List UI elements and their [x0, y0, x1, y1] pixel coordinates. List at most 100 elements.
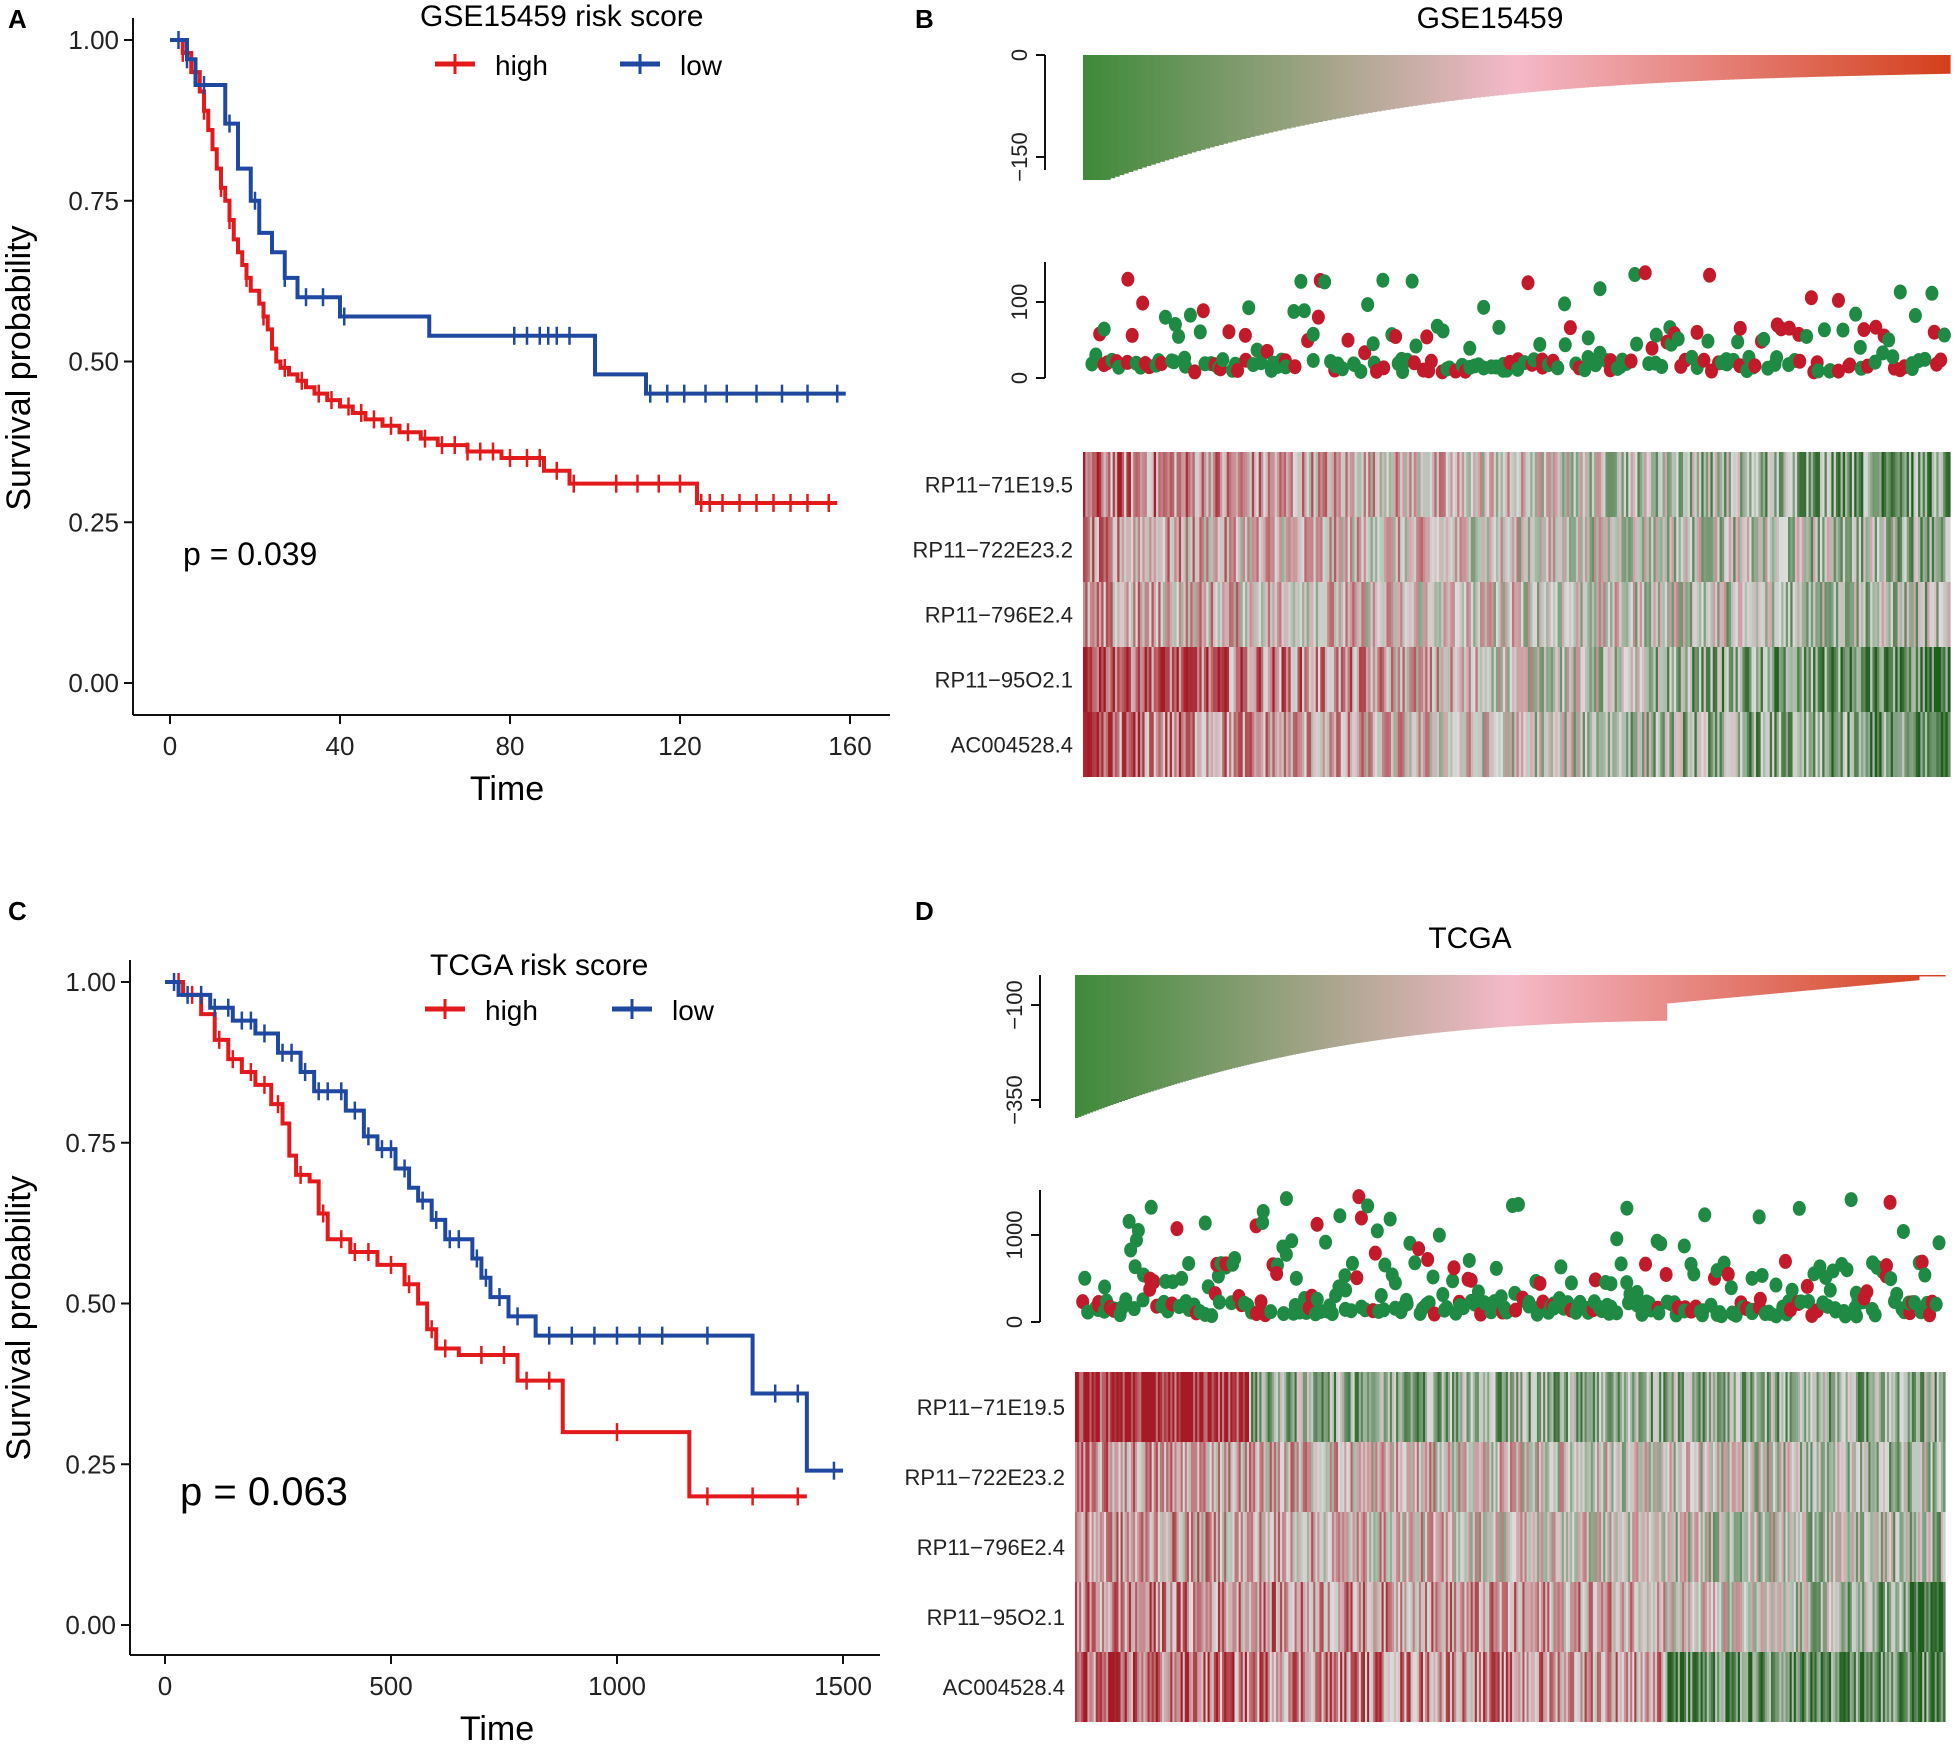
- heatmap-cell-b: [1826, 712, 1830, 777]
- heatmap-cell-d: [1114, 1512, 1118, 1582]
- risk-bar-b: [1399, 55, 1405, 108]
- heatmap-cell-b: [1096, 517, 1100, 582]
- heatmap-cell-b: [1671, 517, 1675, 582]
- heatmap-cell-d: [1423, 1372, 1426, 1442]
- heatmap-cell-b: [1564, 582, 1568, 647]
- heatmap-cell-d: [1849, 1512, 1853, 1582]
- heatmap-cell-b: [1785, 452, 1789, 517]
- heatmap-cell-d: [1228, 1652, 1231, 1722]
- heatmap-cell-b: [1872, 712, 1876, 777]
- heatmap-cell-b: [1612, 582, 1616, 647]
- heatmap-cell-d: [1381, 1372, 1385, 1442]
- heatmap-cell-b: [1621, 517, 1625, 582]
- risk-bar-d: [1156, 975, 1160, 1090]
- heatmap-cell-d: [1820, 1582, 1824, 1652]
- survival-dot-d: [1310, 1291, 1324, 1307]
- heatmap-cell-d: [1304, 1512, 1308, 1582]
- heatmap-cell-d: [1766, 1442, 1770, 1512]
- heatmap-cell-d: [1822, 1372, 1826, 1442]
- heatmap-cell-d: [1723, 1512, 1727, 1582]
- heatmap-cell-b: [1685, 647, 1689, 712]
- heatmap-cell-b: [1915, 712, 1919, 777]
- heatmap-cell-b: [1514, 712, 1518, 777]
- risk-bar-d: [1457, 975, 1462, 1031]
- heatmap-cell-b: [1409, 582, 1413, 647]
- heatmap-cell-b: [1753, 712, 1757, 777]
- heatmap-cell-b: [1594, 647, 1597, 712]
- heatmap-cell-d: [1097, 1372, 1101, 1442]
- heatmap-cell-d: [1621, 1372, 1625, 1442]
- risk-bar-d: [1080, 975, 1085, 1116]
- survival-dot-d: [1333, 1208, 1347, 1224]
- heatmap-cell-d: [1149, 1582, 1153, 1652]
- heatmap-cell-b: [1297, 647, 1301, 712]
- heatmap-cell-d: [1781, 1582, 1785, 1652]
- risk-bar-d: [1747, 975, 1752, 996]
- heatmap-cell-d: [1938, 1442, 1942, 1512]
- heatmap-cell-d: [1236, 1442, 1240, 1512]
- heatmap-cell-b: [1199, 712, 1203, 777]
- heatmap-cell-b: [1507, 647, 1511, 712]
- heatmap-cell-b: [1304, 647, 1308, 712]
- heatmap-cell-d: [1721, 1442, 1724, 1512]
- risk-bar-b: [1110, 55, 1116, 179]
- heatmap-cell-d: [1383, 1442, 1387, 1512]
- heatmap-cell-b: [1943, 647, 1947, 712]
- heatmap-cell-d: [1273, 1372, 1277, 1442]
- risk-bar-d: [1301, 975, 1305, 1053]
- heatmap-cell-b: [1416, 582, 1419, 647]
- heatmap-cell-d: [1785, 1512, 1789, 1582]
- heatmap-cell-d: [1151, 1652, 1155, 1722]
- heatmap-cell-d: [1636, 1372, 1640, 1442]
- risk-bar-b: [1940, 55, 1947, 74]
- heatmap-cell-d: [1483, 1512, 1486, 1582]
- heatmap-cell-b: [1514, 647, 1518, 712]
- heatmap-cell-d: [1244, 1652, 1248, 1722]
- heatmap-cell-b: [1824, 517, 1828, 582]
- heatmap-cell-d: [1474, 1372, 1478, 1442]
- heatmap-cell-d: [1727, 1442, 1731, 1512]
- heatmap-cell-d: [1327, 1442, 1331, 1512]
- heatmap-cell-d: [1737, 1582, 1741, 1652]
- heatmap-cell-d: [1758, 1372, 1762, 1442]
- heatmap-cell-b: [1320, 582, 1324, 647]
- heatmap-cell-b: [1742, 647, 1746, 712]
- heatmap-cell-b: [1171, 517, 1175, 582]
- risk-bar-d: [1753, 975, 1758, 996]
- heatmap-cell-d: [1754, 1442, 1758, 1512]
- heatmap-cell-b: [1778, 647, 1782, 712]
- heatmap-cell-d: [1868, 1512, 1872, 1582]
- heatmap-cell-b: [1197, 712, 1200, 777]
- risk-bar-d: [1133, 975, 1137, 1098]
- heatmap-cell-d: [1499, 1582, 1503, 1652]
- heatmap-cell-b: [1895, 712, 1899, 777]
- heatmap-cell-b: [1379, 452, 1383, 517]
- heatmap-cell-d: [1795, 1582, 1799, 1652]
- heatmap-cell-d: [1242, 1442, 1246, 1512]
- heatmap-cell-d: [1868, 1442, 1872, 1512]
- survival-dot-b: [1125, 327, 1139, 343]
- risk-bar-b: [1516, 55, 1522, 94]
- heatmap-cell-b: [1628, 582, 1632, 647]
- xlabel-a: Time: [470, 770, 544, 808]
- heatmap-cell-d: [1391, 1372, 1395, 1442]
- survival-dot-d: [1721, 1266, 1735, 1282]
- heatmap-cell-b: [1085, 712, 1089, 777]
- heatmap-cell-d: [1590, 1512, 1594, 1582]
- heatmap-cell-b: [1703, 647, 1707, 712]
- heatmap-cell-d: [1195, 1652, 1198, 1722]
- heatmap-cell-b: [1258, 712, 1262, 777]
- heatmap-cell-b: [1217, 582, 1221, 647]
- risk-bar-d: [1715, 975, 1720, 999]
- heatmap-cell-b: [1938, 712, 1942, 777]
- heatmap-cell-d: [1439, 1512, 1443, 1582]
- heatmap-cell-d: [1671, 1582, 1675, 1652]
- heatmap-cell-b: [1167, 712, 1171, 777]
- heatmap-cell-d: [1197, 1582, 1200, 1652]
- heatmap-cell-d: [1112, 1652, 1115, 1722]
- heatmap-cell-d: [1804, 1512, 1807, 1582]
- survival-dot-d: [1778, 1253, 1792, 1269]
- heatmap-cell-b: [1194, 517, 1198, 582]
- heatmap-cell-d: [1630, 1512, 1633, 1582]
- heatmap-cell-b: [1908, 647, 1912, 712]
